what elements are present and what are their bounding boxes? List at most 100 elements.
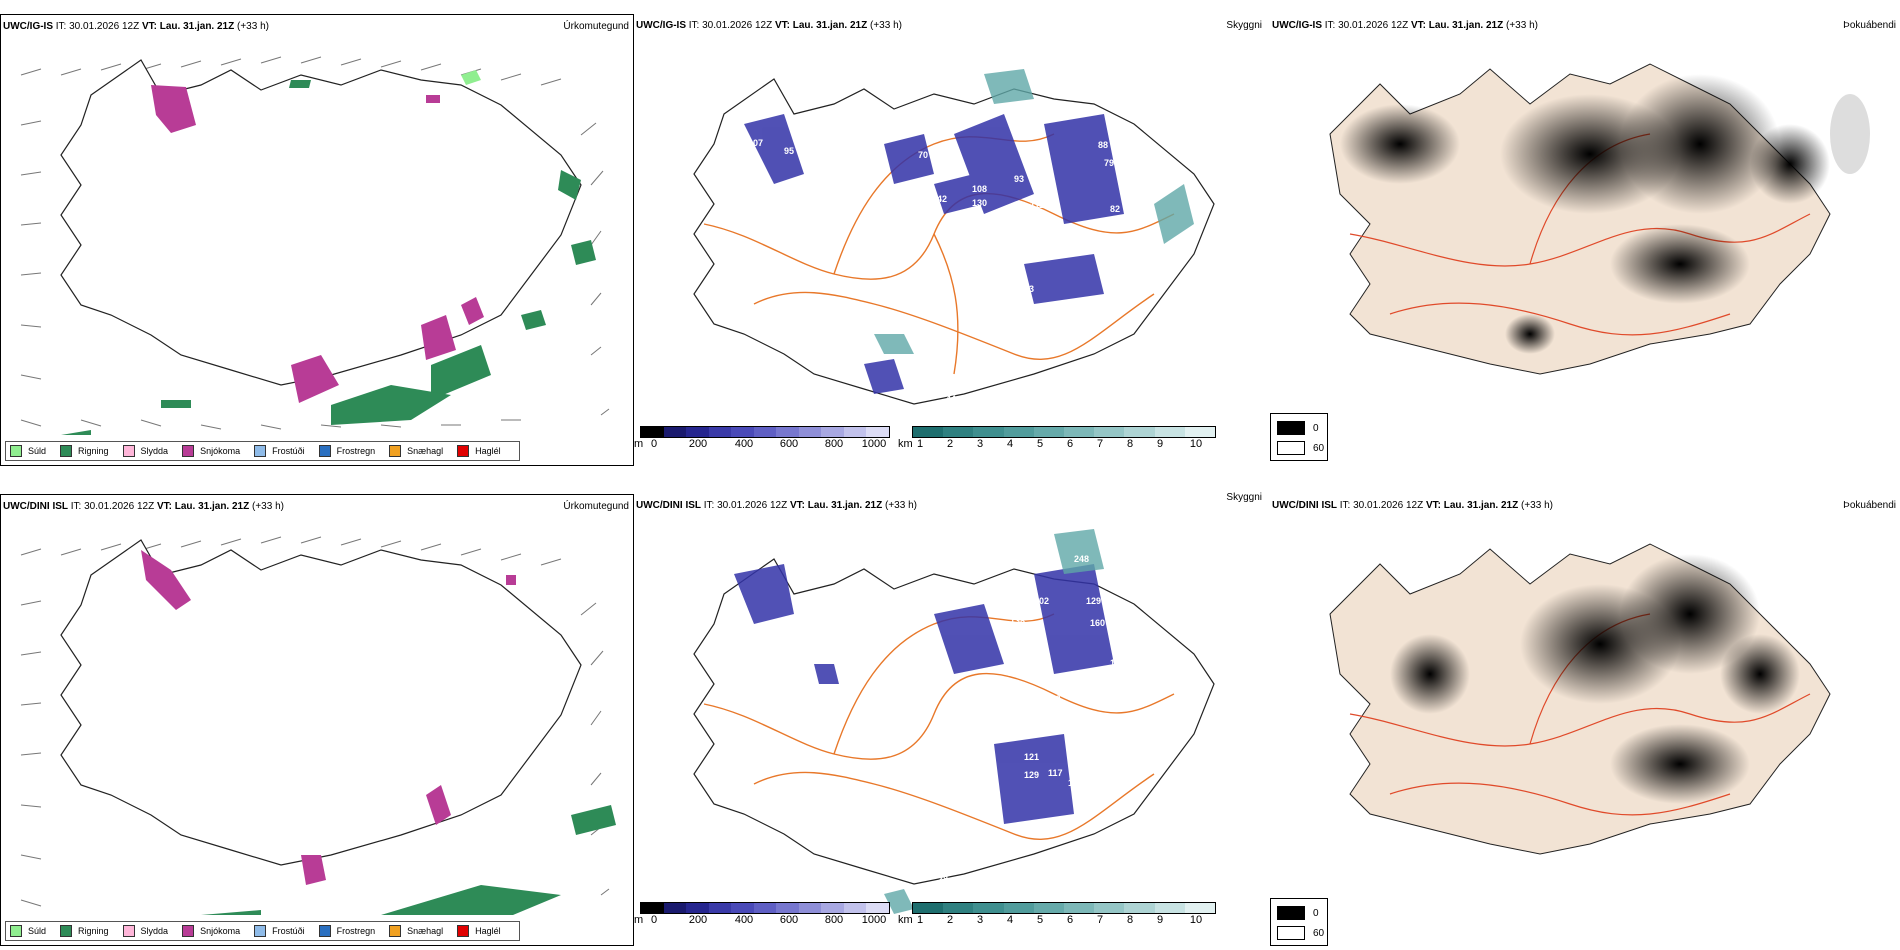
altitude-label: 104 [1134,674,1150,684]
altitude-label: 82 [1110,204,1121,214]
fog-legend-item: 60 [1277,926,1324,940]
visibility-tick: 3 [976,438,984,450]
altitude-label: 120 [1132,586,1148,596]
altitude-label: 117 [1134,234,1149,244]
cloud-base-map [693,69,1215,405]
altitude-label: 95 [784,146,795,156]
legend-item: Snæhagl [389,445,443,457]
legend-swatch [254,925,267,937]
panel-header: UWC/DINI ISL IT: 30.01.2026 12Z VT: Lau.… [1272,500,1553,511]
altitude-labels-row1: 118 81 107 95 91 70 142 108 130 131 113 … [634,34,1274,434]
cloud-base-unit: m [634,438,644,450]
altitude-label: 144 [1008,668,1024,678]
altitude-label: 130 [972,198,988,208]
altitude-label: 109 [1068,778,1084,788]
precip-type-panel-row2: UWC/DINI ISL IT: 30.01.2026 12Z VT: Lau.… [0,494,634,946]
visibility-tick: 2 [946,438,954,450]
legend-swatch [389,925,402,937]
visibility-tick: 4 [1006,438,1014,450]
fog-legend-swatch [1277,421,1305,435]
altitude-label: 248 [1074,554,1090,564]
cloud-base-tick: 200 [688,438,708,450]
cloud-base-tick: 600 [779,914,799,926]
altitude-label: 72 [1070,814,1081,824]
visibility-tick: 5 [1036,914,1044,926]
cloud-base-tick: 400 [734,438,754,450]
altitude-label: 28 [938,874,949,884]
legend-swatch [122,925,135,937]
legend-swatch [457,925,470,937]
fog-index-map [1329,63,1870,375]
altitude-label: 100 [1060,672,1076,682]
altitude-label: 79 [1104,158,1115,168]
cloud-base-tick: 800 [824,438,844,450]
cloud-base-tick: 0 [650,438,658,450]
legend-item: Súld [10,925,46,937]
altitude-label: 121 [1024,752,1040,762]
legend-swatch [60,445,73,457]
visibility-colorbar: km 1 2 3 4 5 6 7 8 9 10 [898,426,1216,452]
fog-legend-item: 0 [1277,906,1319,920]
cloud-base-map [693,529,1215,914]
legend-swatch [318,445,331,457]
legend-item: Frostregn [318,445,375,457]
panel-title: Úrkomutegund [563,501,629,512]
legend-swatch [122,445,135,457]
precip-map [20,56,610,435]
cloud-base-colorbar: m 0 200 400 600 800 1000 [634,902,890,928]
legend-swatch [10,925,22,937]
cloud-base-unit: m [634,914,644,926]
visibility-tick: 9 [1156,914,1164,926]
visibility-tick: 9 [1156,438,1164,450]
altitude-label: 91 [834,194,845,204]
legend-item: Slydda [122,925,168,937]
altitude-label: 129 [1086,596,1102,606]
cloud-base-tick: 400 [734,914,754,926]
altitude-label: 111 [1092,776,1107,786]
fog-legend-swatch [1277,926,1305,940]
panel-header: UWC/IG-IS IT: 30.01.2026 12Z VT: Lau. 31… [1272,20,1538,31]
altitude-label: 94 [916,368,927,378]
altitude-label: 123 [1062,318,1078,328]
altitude-label: 107 [748,138,764,148]
legend-swatch [10,445,22,457]
visibility-colorbar: km 1 2 3 4 5 6 7 8 9 10 [898,902,1216,928]
altitude-label: 115 [1140,710,1155,720]
panel-header: UWC/DINI ISL IT: 30.01.2026 12Z VT: Lau.… [636,500,917,511]
panel-title: Skyggni [1226,492,1262,503]
altitude-label: 118 [764,100,779,110]
legend-item: Slydda [122,445,168,457]
precip-type-panel-row1: UWC/IG-IS IT: 30.01.2026 12Z VT: Lau. 31… [0,14,634,466]
visibility-tick: 1 [916,914,924,926]
altitude-label: 142 [932,194,948,204]
fog-legend-item: 0 [1277,421,1319,435]
altitude-label: 117 [1048,768,1063,778]
visibility-tick: 7 [1096,914,1104,926]
visibility-tick: 8 [1126,914,1134,926]
altitude-label: 120 [788,570,804,580]
altitude-label: 88 [1098,140,1109,150]
fog-legend-item: 60 [1277,441,1324,455]
legend-item: Frostregn [318,925,375,937]
fog-legend-row2: 0 60 [1270,898,1328,946]
visibility-unit: km [898,914,913,926]
visibility-tick: 10 [1189,914,1203,926]
altitude-label: 86 [944,244,955,254]
altitude-label: 93 [1014,174,1025,184]
altitude-label: 113 [974,214,989,224]
altitude-label: 100 [778,620,794,630]
cloud-base-tick: 800 [824,914,844,926]
legend-swatch [318,925,331,937]
legend-item: Haglél [457,445,501,457]
altitude-label: 107 [1104,284,1120,294]
legend-swatch [182,445,195,457]
cloud-visibility-panel-row2: UWC/DINI ISL IT: 30.01.2026 12Z VT: Lau.… [634,492,1274,946]
visibility-tick: 8 [1126,438,1134,450]
altitude-label: 83 [1024,284,1035,294]
precip-legend: Súld Rigning Slydda Snjókoma Frostúði Fr… [5,441,520,461]
altitude-label: 108 [972,184,988,194]
altitude-label: 118 [1046,694,1061,704]
visibility-tick: 6 [1066,438,1074,450]
precip-legend: Súld Rigning Slydda Snjókoma Frostúði Fr… [5,921,520,941]
altitude-label: 102 [1034,596,1050,606]
